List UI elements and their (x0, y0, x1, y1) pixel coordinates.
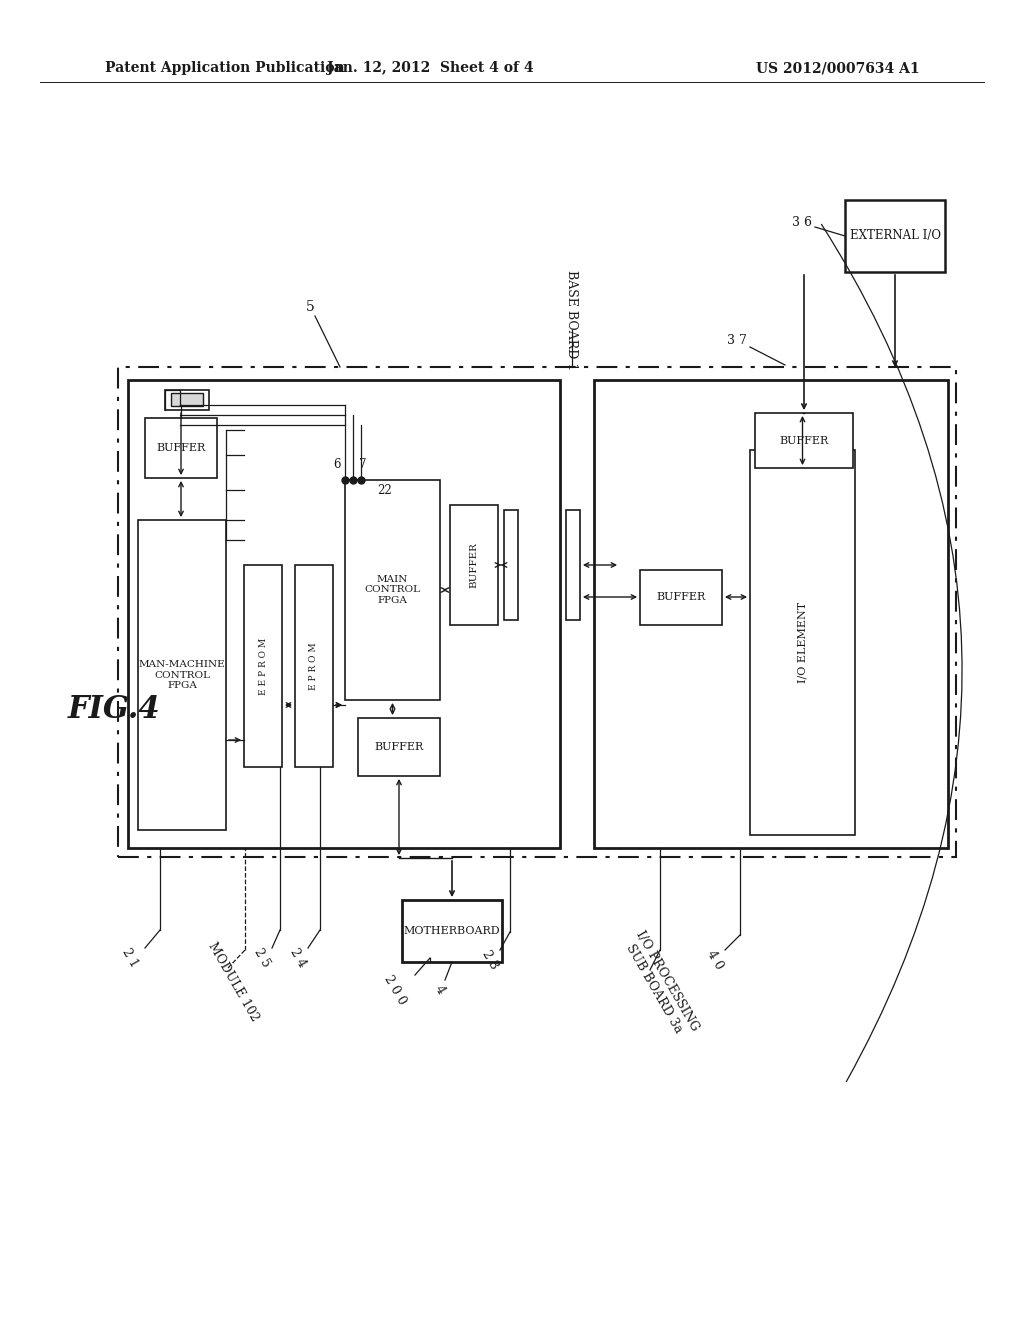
Text: MAN-MACHINE
CONTROL
FPGA: MAN-MACHINE CONTROL FPGA (138, 660, 225, 690)
Text: 6: 6 (333, 458, 341, 471)
Text: BUFFER: BUFFER (375, 742, 424, 752)
Text: 2 3: 2 3 (479, 948, 501, 972)
Text: MOTHERBOARD: MOTHERBOARD (403, 927, 501, 936)
Bar (118, 367, 956, 857)
Text: 3 7: 3 7 (727, 334, 746, 346)
Text: 7: 7 (359, 458, 367, 471)
Bar (295, 565, 333, 767)
Text: 4 0: 4 0 (705, 948, 726, 972)
Bar (755, 413, 853, 469)
Text: I/O ELEMENT: I/O ELEMENT (798, 602, 808, 682)
Text: FIG.4: FIG.4 (68, 694, 161, 726)
Text: BASE BOARD 1: BASE BOARD 1 (565, 269, 579, 370)
Bar (566, 510, 580, 620)
Bar (171, 393, 203, 407)
Bar (145, 418, 217, 478)
Text: MAIN
CONTROL
FPGA: MAIN CONTROL FPGA (365, 576, 421, 605)
Bar (402, 900, 502, 962)
Text: I/O PROCESSING
SUB BOARD 3a: I/O PROCESSING SUB BOARD 3a (620, 929, 701, 1041)
Bar (358, 718, 440, 776)
Text: E E P R O M: E E P R O M (258, 638, 267, 694)
Text: EXTERNAL I/O: EXTERNAL I/O (850, 230, 940, 243)
Text: MODULE 102: MODULE 102 (205, 940, 261, 1024)
Bar (450, 506, 498, 624)
Text: BUFFER: BUFFER (656, 593, 706, 602)
Bar (345, 480, 440, 700)
Text: Patent Application Publication: Patent Application Publication (105, 61, 345, 75)
Bar (244, 565, 282, 767)
Text: Jan. 12, 2012  Sheet 4 of 4: Jan. 12, 2012 Sheet 4 of 4 (327, 61, 534, 75)
Bar (640, 570, 722, 624)
Text: 2 4: 2 4 (288, 946, 308, 970)
Bar (165, 389, 209, 411)
Text: 4: 4 (432, 983, 447, 997)
Text: 2 0 0: 2 0 0 (381, 973, 409, 1007)
Text: 22: 22 (378, 483, 392, 496)
Text: BUFFER: BUFFER (469, 543, 478, 587)
Bar (750, 450, 855, 836)
Bar (138, 520, 226, 830)
Bar (594, 380, 948, 847)
Bar (504, 510, 518, 620)
Text: 2 1: 2 1 (120, 946, 140, 970)
Bar (128, 380, 560, 847)
Text: US 2012/0007634 A1: US 2012/0007634 A1 (757, 61, 920, 75)
Text: 5: 5 (305, 300, 314, 314)
Text: BUFFER: BUFFER (157, 444, 206, 453)
Text: 3 6: 3 6 (792, 215, 812, 228)
Text: 2 5: 2 5 (252, 946, 272, 970)
Bar (845, 201, 945, 272)
Text: BUFFER: BUFFER (779, 436, 828, 446)
Text: E P R O M: E P R O M (309, 643, 318, 690)
